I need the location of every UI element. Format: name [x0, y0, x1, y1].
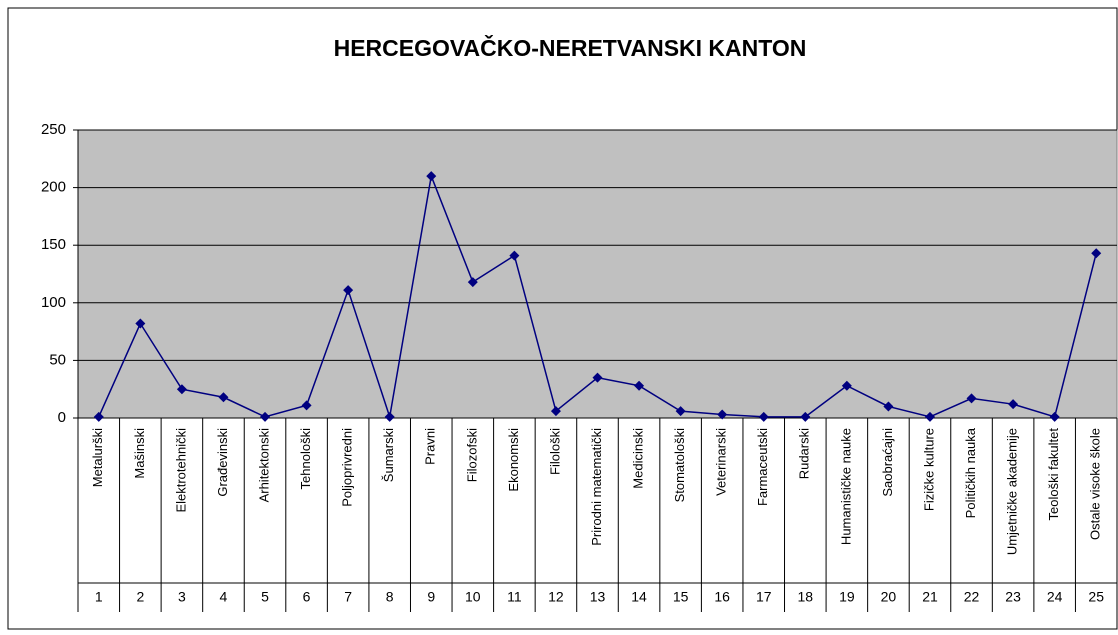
- data-point: [509, 250, 520, 261]
- category-number: 8: [386, 589, 394, 605]
- data-point: [135, 318, 146, 329]
- category-number: 16: [714, 589, 730, 605]
- data-point: [343, 285, 354, 296]
- x-tick-label: Ekonomski: [506, 428, 521, 492]
- data-point: [1008, 399, 1019, 410]
- data-point: [1091, 248, 1102, 259]
- data-point: [1049, 411, 1060, 422]
- category-number: 2: [136, 589, 144, 605]
- data-point: [966, 393, 977, 404]
- x-tick-label: Fizičke kulture: [921, 428, 936, 511]
- category-number: 11: [507, 589, 522, 605]
- x-tick-label: Teološki fakultet: [1046, 428, 1061, 521]
- category-number: 13: [590, 589, 606, 605]
- data-point: [924, 411, 935, 422]
- category-number: 7: [344, 589, 352, 605]
- data-point: [93, 411, 104, 422]
- x-tick-label: Arhitektonski: [256, 428, 271, 503]
- y-tick-label: 100: [41, 294, 66, 311]
- data-point: [717, 409, 728, 420]
- y-tick-label: 250: [41, 121, 66, 138]
- plot-area: [77, 129, 1118, 419]
- data-point: [384, 411, 395, 422]
- category-number: 19: [839, 589, 855, 605]
- y-tick-label: 0: [58, 409, 66, 426]
- x-tick-label: Humanističke nauke: [838, 428, 853, 545]
- data-point: [634, 380, 645, 391]
- category-number: 25: [1088, 589, 1104, 605]
- category-number: 5: [261, 589, 269, 605]
- x-tick-label: Stomatološki: [672, 428, 687, 503]
- x-tick-label: Elektrotehnički: [173, 428, 188, 513]
- data-point: [883, 401, 894, 412]
- category-number: 1: [95, 589, 103, 605]
- x-tick-label: Prirodni matematički: [589, 428, 604, 546]
- data-point: [758, 411, 769, 422]
- x-tick-label: Poljoprivredni: [340, 428, 355, 507]
- data-point: [301, 400, 312, 411]
- x-tick-label: Farmaceutski: [755, 428, 770, 506]
- data-point: [218, 392, 229, 403]
- category-number: 20: [881, 589, 897, 605]
- category-number: 15: [673, 589, 689, 605]
- x-tick-label: Pravni: [423, 428, 438, 465]
- category-number: 23: [1005, 589, 1021, 605]
- category-number: 18: [798, 589, 814, 605]
- x-tick-label: Tehnološki: [298, 428, 313, 490]
- x-tick-label: Mašinski: [132, 428, 147, 479]
- x-tick-label: Filozofski: [464, 428, 479, 482]
- x-tick-label: Saobraćajni: [880, 428, 895, 497]
- x-tick-label: Veterinarski: [714, 428, 729, 496]
- x-tick-label: Umjetničke akademije: [1005, 428, 1020, 555]
- category-number: 14: [631, 589, 647, 605]
- data-point: [260, 411, 271, 422]
- category-number: 21: [922, 589, 938, 605]
- category-number: 24: [1047, 589, 1063, 605]
- category-number: 9: [427, 589, 435, 605]
- x-tick-label: Filološki: [547, 428, 562, 475]
- data-point: [176, 384, 187, 395]
- y-tick-label: 50: [49, 351, 66, 368]
- data-point: [675, 406, 686, 417]
- x-tick-label: Političkih nauka: [963, 427, 978, 518]
- category-number: 3: [178, 589, 186, 605]
- category-number: 17: [756, 589, 772, 605]
- category-number: 6: [303, 589, 311, 605]
- chart-title: HERCEGOVAČKO-NERETVANSKI KANTON: [334, 34, 807, 61]
- x-tick-label: Rudarski: [797, 428, 812, 479]
- x-tick-label: Ostale visoke škole: [1088, 428, 1103, 540]
- x-tick-label: Medicinski: [630, 428, 645, 489]
- x-tick-label: Građevinski: [215, 428, 230, 497]
- category-number: 12: [548, 589, 564, 605]
- x-tick-label: Šumarski: [381, 428, 396, 482]
- data-point: [467, 277, 478, 288]
- data-point: [841, 380, 852, 391]
- category-number: 10: [465, 589, 481, 605]
- x-tick-label: Metalurški: [90, 428, 105, 487]
- data-point: [800, 411, 811, 422]
- data-point: [550, 406, 561, 417]
- data-point: [592, 372, 603, 383]
- y-tick-label: 200: [41, 179, 66, 196]
- y-tick-label: 150: [41, 236, 66, 253]
- category-number: 4: [220, 589, 228, 605]
- data-point: [426, 171, 437, 182]
- category-number: 22: [964, 589, 980, 605]
